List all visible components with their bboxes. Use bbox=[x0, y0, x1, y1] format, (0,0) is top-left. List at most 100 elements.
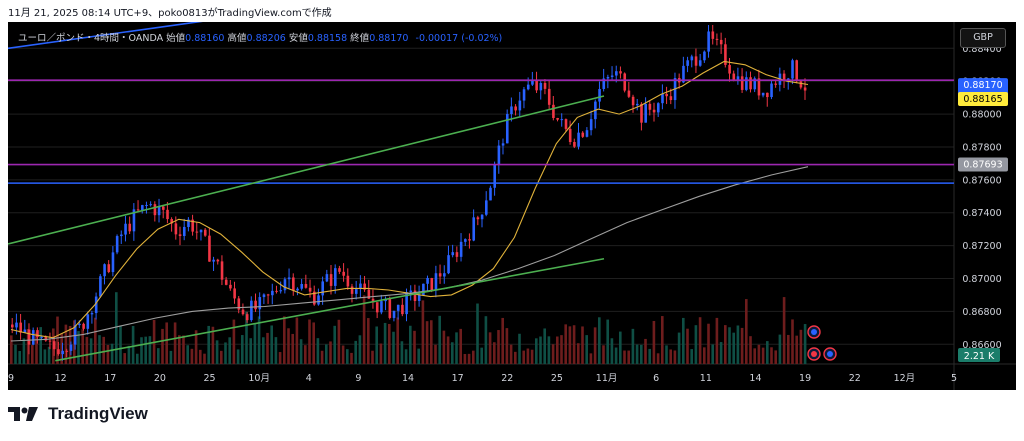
volume-label-box bbox=[958, 348, 1000, 362]
volume-bar bbox=[56, 316, 59, 364]
volume-bar bbox=[10, 335, 13, 364]
candle-body bbox=[493, 164, 496, 188]
chart-frame[interactable]: 0.86600 0.86800 0.87000 0.87200 0.87400 0.876… bbox=[8, 22, 1016, 390]
volume-bar bbox=[505, 328, 509, 364]
volume-bar bbox=[211, 326, 215, 364]
x-tick-label: 17 bbox=[452, 373, 464, 384]
volume-bar bbox=[295, 317, 299, 364]
candle-body bbox=[111, 252, 115, 273]
y-tick-label: 0.87000 bbox=[962, 274, 1001, 285]
volume-bar bbox=[472, 350, 475, 364]
candle-body bbox=[329, 274, 333, 286]
volume-bar bbox=[329, 341, 332, 364]
volume-bar bbox=[711, 344, 714, 364]
candle-body bbox=[606, 76, 610, 79]
candle-body bbox=[401, 304, 404, 315]
volume-bar bbox=[581, 326, 584, 364]
volume-bar bbox=[203, 353, 206, 364]
candle-body bbox=[522, 89, 526, 101]
candle-body bbox=[325, 274, 329, 282]
x-tick-label: 12 bbox=[55, 373, 67, 384]
volume-bar bbox=[425, 321, 429, 364]
volume-bar bbox=[648, 348, 651, 364]
volume-bar bbox=[371, 350, 374, 364]
volume-bar bbox=[173, 322, 177, 364]
candle-body bbox=[199, 229, 203, 233]
candle-body bbox=[694, 56, 698, 66]
volume-bar bbox=[161, 328, 164, 364]
volume-bar bbox=[413, 330, 416, 364]
volume-bar bbox=[98, 335, 101, 364]
economic-event-icon bbox=[827, 351, 833, 357]
candle-body bbox=[757, 78, 761, 96]
candle-body bbox=[766, 92, 769, 98]
volume-bar bbox=[572, 325, 576, 364]
volume-bar bbox=[220, 350, 223, 364]
candle-body bbox=[652, 109, 656, 113]
x-tick-label: 17 bbox=[104, 373, 116, 384]
candle-body bbox=[795, 60, 799, 82]
candle-body bbox=[715, 38, 719, 40]
volume-bar bbox=[245, 311, 248, 364]
volume-bar bbox=[543, 328, 546, 364]
candle-body bbox=[321, 281, 325, 296]
candle-body bbox=[430, 278, 434, 291]
trend-line bbox=[8, 95, 605, 245]
y-tick-label: 0.88000 bbox=[962, 110, 1001, 121]
volume-bar bbox=[207, 325, 210, 364]
price-label-value: 0.87693 bbox=[963, 160, 1002, 171]
volume-bar bbox=[325, 344, 328, 364]
volume-bar bbox=[35, 332, 38, 364]
candle-body bbox=[61, 350, 64, 355]
open-value: 0.88160 bbox=[185, 33, 225, 44]
tradingview-logo[interactable]: TradingView bbox=[8, 404, 148, 424]
candle-body bbox=[770, 83, 773, 98]
candle-body bbox=[396, 304, 400, 311]
volume-bar bbox=[106, 345, 110, 364]
volume-bar bbox=[497, 330, 500, 364]
volume-bar bbox=[274, 337, 278, 364]
volume-bar bbox=[761, 347, 765, 364]
candle-body bbox=[443, 273, 446, 277]
candle-body bbox=[195, 231, 199, 233]
volume-bar bbox=[564, 324, 567, 364]
candle-body bbox=[514, 106, 517, 111]
candle-body bbox=[241, 309, 245, 315]
volume-bar bbox=[22, 338, 26, 364]
candle-body bbox=[94, 296, 98, 314]
volume-bar bbox=[392, 331, 395, 364]
candle-body bbox=[573, 142, 576, 147]
candle-body bbox=[115, 236, 119, 253]
volume-bar bbox=[459, 328, 462, 364]
volume-bar bbox=[661, 316, 664, 364]
volume-bar bbox=[577, 343, 580, 364]
candle-body bbox=[170, 219, 173, 224]
candle-body bbox=[585, 130, 589, 137]
candle-body bbox=[636, 103, 639, 106]
candle-body bbox=[182, 226, 186, 237]
candle-body bbox=[505, 114, 509, 144]
candle-body bbox=[556, 117, 559, 120]
candle-body bbox=[279, 290, 283, 292]
volume-bar bbox=[740, 327, 744, 364]
price-chart[interactable]: 0.86600 0.86800 0.87000 0.87200 0.87400 0.876… bbox=[8, 22, 1016, 390]
volume-bar bbox=[795, 335, 798, 364]
candle-body bbox=[707, 31, 710, 52]
sma-slow-line bbox=[10, 166, 809, 342]
candle-body bbox=[774, 83, 778, 85]
volume-bar bbox=[753, 348, 756, 364]
candle-body bbox=[497, 145, 501, 165]
candle-body bbox=[354, 289, 358, 294]
volume-bar bbox=[81, 329, 84, 364]
volume-bar bbox=[316, 338, 320, 364]
low-value: 0.88158 bbox=[307, 33, 348, 44]
currency-button[interactable]: GBP bbox=[960, 28, 1006, 48]
volume-bar bbox=[614, 347, 618, 364]
volume-bar bbox=[715, 317, 719, 364]
volume-bar bbox=[644, 338, 647, 364]
candle-body bbox=[132, 209, 136, 232]
candle-body bbox=[371, 298, 375, 303]
volume-bar bbox=[119, 325, 122, 364]
candle-body bbox=[124, 223, 127, 235]
candle-body bbox=[19, 322, 22, 333]
